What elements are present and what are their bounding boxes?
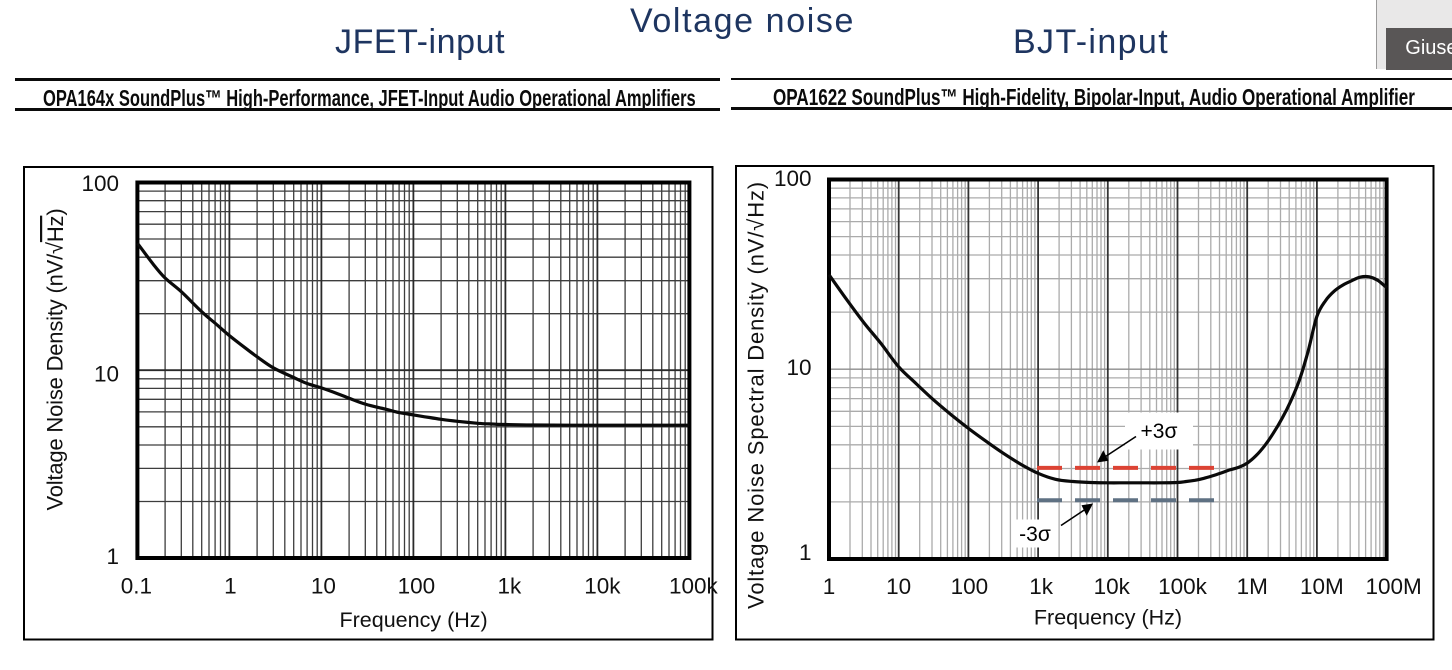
svg-text:100: 100 xyxy=(398,574,436,599)
svg-text:Voltage Noise Density (nV/√Hz): Voltage Noise Density (nV/√Hz) xyxy=(43,208,68,510)
svg-text:1k: 1k xyxy=(498,574,523,599)
svg-text:Frequency (Hz): Frequency (Hz) xyxy=(340,608,488,632)
svg-text:1M: 1M xyxy=(1237,574,1268,599)
svg-text:-3σ: -3σ xyxy=(1019,523,1051,546)
svg-text:+3σ: +3σ xyxy=(1141,420,1178,443)
svg-text:0.1: 0.1 xyxy=(121,574,152,599)
svg-text:10: 10 xyxy=(311,574,336,599)
svg-text:100: 100 xyxy=(81,171,119,196)
svg-text:1: 1 xyxy=(799,540,812,565)
svg-text:10M: 10M xyxy=(1300,574,1344,599)
svg-text:10k: 10k xyxy=(584,574,621,599)
svg-text:1: 1 xyxy=(823,574,836,599)
svg-text:10k: 10k xyxy=(1094,574,1131,599)
svg-text:1k: 1k xyxy=(1029,574,1054,599)
svg-text:100M: 100M xyxy=(1365,574,1421,599)
svg-text:100k: 100k xyxy=(1158,574,1208,599)
svg-text:10: 10 xyxy=(786,355,811,380)
svg-text:10: 10 xyxy=(94,362,119,387)
svg-text:Frequency (Hz): Frequency (Hz) xyxy=(1034,605,1182,629)
svg-text:10: 10 xyxy=(886,574,911,599)
svg-text:Voltage Noise Spectral Density: Voltage Noise Spectral Density (nV/√Hz) xyxy=(744,181,769,609)
svg-text:100: 100 xyxy=(951,574,989,599)
svg-text:100: 100 xyxy=(774,166,812,191)
svg-text:100k: 100k xyxy=(669,574,719,599)
svg-text:1: 1 xyxy=(224,574,237,599)
svg-text:1: 1 xyxy=(106,544,119,569)
